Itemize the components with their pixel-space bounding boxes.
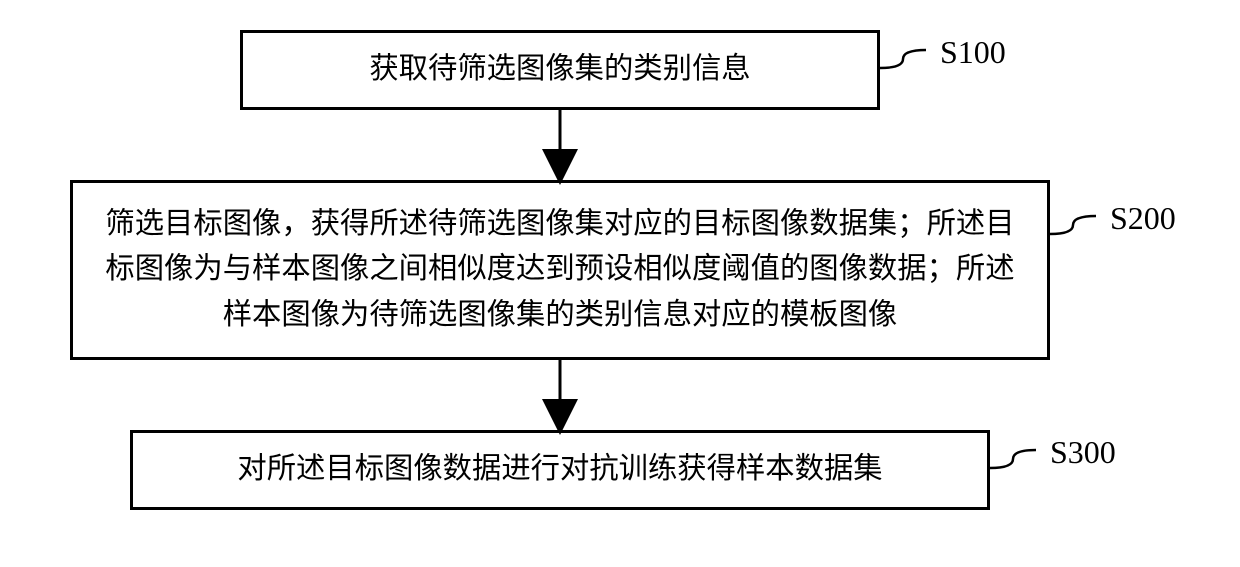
flow-label-s100: S100 xyxy=(940,34,1006,71)
flow-label-s300: S300 xyxy=(1050,434,1116,471)
flow-node-s100-text: 获取待筛选图像集的类别信息 xyxy=(261,47,859,92)
flow-label-s200: S200 xyxy=(1110,200,1176,237)
flow-tick-s300 xyxy=(990,450,1036,468)
flow-node-s300-text: 对所述目标图像数据进行对抗训练获得样本数据集 xyxy=(151,447,969,492)
flow-tick-s100 xyxy=(880,50,926,68)
flow-tick-s200 xyxy=(1050,216,1096,234)
flow-node-s300: 对所述目标图像数据进行对抗训练获得样本数据集 xyxy=(130,430,990,510)
flow-node-s200-text: 筛选目标图像，获得所述待筛选图像集对应的目标图像数据集；所述目标图像为与样本图像… xyxy=(91,202,1029,338)
flow-node-s200: 筛选目标图像，获得所述待筛选图像集对应的目标图像数据集；所述目标图像为与样本图像… xyxy=(70,180,1050,360)
flow-node-s100: 获取待筛选图像集的类别信息 xyxy=(240,30,880,110)
diagram-canvas: 获取待筛选图像集的类别信息 S100 筛选目标图像，获得所述待筛选图像集对应的目… xyxy=(0,0,1240,567)
